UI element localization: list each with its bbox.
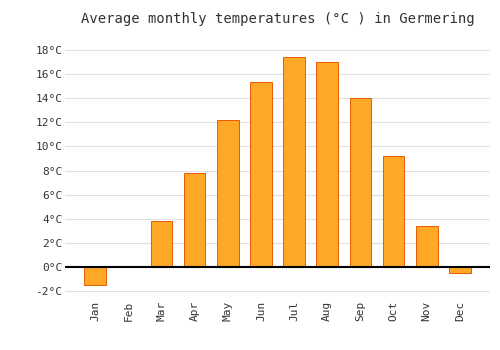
- Bar: [383, 156, 404, 267]
- Bar: [449, 267, 470, 273]
- Title: Average monthly temperatures (°C ) in Germering: Average monthly temperatures (°C ) in Ge…: [80, 12, 474, 26]
- Bar: [184, 173, 206, 267]
- Bar: [350, 98, 371, 267]
- Bar: [250, 82, 272, 267]
- Bar: [416, 226, 438, 267]
- Bar: [84, 267, 106, 285]
- Bar: [316, 62, 338, 267]
- Bar: [284, 57, 305, 267]
- Bar: [217, 120, 238, 267]
- Bar: [150, 221, 172, 267]
- Bar: [118, 266, 139, 267]
